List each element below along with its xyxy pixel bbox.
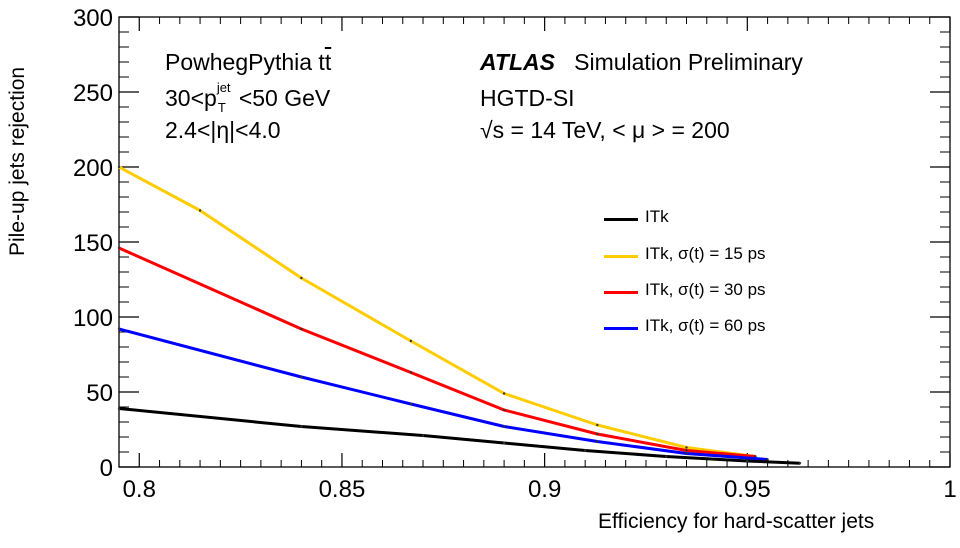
- data-point: [798, 462, 802, 465]
- data-point: [300, 425, 303, 428]
- y-tick-label: 50: [86, 380, 113, 407]
- data-point: [502, 441, 506, 445]
- data-point: [117, 407, 121, 410]
- data-point: [746, 459, 749, 463]
- y-tick-label: 200: [73, 155, 113, 182]
- sample-label: PowhegPythia tt: [165, 49, 332, 75]
- data-point: [766, 458, 769, 461]
- y-axis-title: Pile-up jets rejection: [6, 66, 29, 256]
- x-axis-title: Efficiency for hard-scatter jets: [598, 510, 875, 533]
- data-point: [596, 440, 599, 443]
- data-point: [596, 423, 599, 427]
- legend-swatch-itk: [604, 218, 638, 221]
- pt-range-label: 30<p jet T <50 GeV: [165, 80, 331, 115]
- legend-label-15ps: ITk, σ(t) = 15 ps: [645, 244, 766, 263]
- data-point: [300, 375, 303, 379]
- data-point: [409, 371, 413, 374]
- data-point: [502, 392, 506, 395]
- legend-swatch-30ps: [604, 291, 638, 294]
- energy-label: √s = 14 TeV, < μ > = 200: [480, 117, 730, 143]
- legend-label-30ps: ITk, σ(t) = 30 ps: [645, 280, 766, 299]
- data-point: [300, 327, 303, 331]
- data-point: [685, 446, 688, 449]
- legend-swatch-15ps: [604, 255, 638, 258]
- x-tick-label: 0.95: [724, 476, 771, 503]
- series-line-1: [118, 165, 756, 458]
- x-tick-label: 0.9: [528, 476, 561, 503]
- data-point: [117, 246, 121, 250]
- data-point: [665, 455, 668, 458]
- legend-label-60ps: ITk, σ(t) = 60 ps: [645, 316, 766, 335]
- tbar-label: t: [324, 49, 332, 75]
- data-point: [685, 452, 688, 455]
- y-tick-label: 250: [73, 80, 113, 107]
- data-point: [685, 449, 688, 452]
- data-point: [596, 432, 599, 436]
- y-tick-label: 100: [73, 305, 113, 332]
- x-tick-label: 0.85: [319, 476, 366, 503]
- detector-label: HGTD-SI: [480, 85, 575, 111]
- data-point: [409, 339, 413, 343]
- data-point: [502, 408, 506, 412]
- eta-range-label: 2.4<|η|<4.0: [165, 117, 281, 143]
- x-tick-label: 0.8: [123, 476, 156, 503]
- data-point: [583, 449, 587, 452]
- legend-swatch-60ps: [604, 327, 638, 330]
- data-point: [117, 165, 121, 169]
- x-tick-label: 1: [943, 476, 956, 503]
- y-tick-label: 150: [73, 230, 113, 257]
- legend-label-itk: ITk: [645, 207, 669, 226]
- data-point: [502, 425, 506, 428]
- data-point: [421, 434, 425, 437]
- atlas-label: ATLAS Simulation Preliminary: [480, 49, 803, 75]
- data-point: [198, 209, 202, 212]
- data-point: [409, 402, 413, 406]
- series-line-3: [118, 327, 768, 461]
- y-tick-label: 0: [100, 455, 113, 482]
- atlas-logo-text: ATLAS: [480, 49, 555, 75]
- series-line-0: [118, 407, 801, 465]
- data-point: [300, 276, 303, 280]
- y-tick-label: 300: [73, 5, 113, 32]
- data-point: [117, 327, 121, 331]
